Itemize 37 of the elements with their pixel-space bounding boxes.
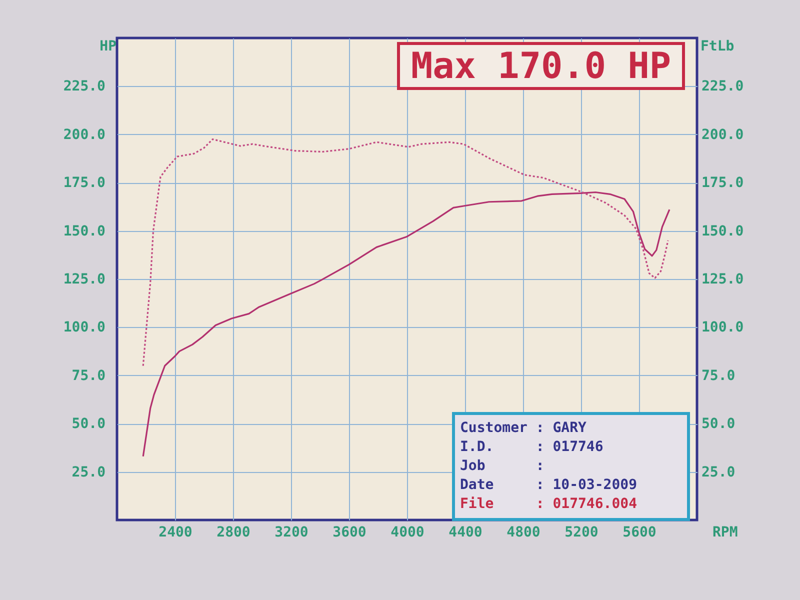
x-axis-title: RPM (712, 524, 738, 540)
y-tick-label: 150.0 (63, 223, 106, 240)
x-tick-label: 4800 (506, 524, 540, 540)
y-tick-label: 100.0 (63, 320, 106, 336)
x-tick-label: 2800 (216, 524, 250, 540)
annotation: Date : 10-03-2009 (460, 476, 638, 495)
y2-tick-label: 75.0 (702, 368, 736, 384)
y-tick-label: 225.0 (63, 78, 106, 95)
y2-tick-label: 25.0 (702, 464, 736, 480)
y2-axis-title: FtLb (700, 38, 734, 54)
x-tick-label: 3600 (332, 524, 366, 540)
y2-tick-label: 200.0 (702, 126, 744, 143)
annotation: File : 017746.004 (460, 495, 638, 514)
line-series (142, 138, 669, 367)
line-series (142, 191, 670, 458)
y-tick-label: 50.0 (72, 416, 106, 432)
x-tick-label: 4000 (390, 524, 424, 540)
y2-tick-label: 175.0 (702, 175, 744, 192)
x-tick-label: 5600 (622, 524, 656, 540)
x-tick-label: 2400 (158, 524, 192, 540)
y2-tick-label: 100.0 (702, 320, 744, 336)
x-tick-label: 5200 (564, 524, 598, 540)
x-tick-label: 4400 (448, 524, 482, 540)
y2-tick-label: 150.0 (702, 223, 744, 240)
annotation: Job : (460, 457, 544, 476)
y-tick-label: 200.0 (63, 126, 106, 143)
y2-tick-label: 125.0 (702, 272, 744, 288)
annotation: Customer : GARY (460, 419, 586, 438)
y2-tick-label: 225.0 (702, 78, 744, 95)
y-tick-label: 125.0 (63, 272, 106, 288)
y-tick-label: 175.0 (63, 175, 106, 192)
y-tick-label: 25.0 (72, 464, 106, 480)
annotation: I.D. : 017746 (460, 438, 604, 457)
y-tick-label: 75.0 (72, 368, 106, 384)
y-axis-title: HP (100, 38, 116, 54)
y2-tick-label: 50.0 (702, 416, 736, 432)
x-tick-label: 3200 (274, 524, 308, 540)
